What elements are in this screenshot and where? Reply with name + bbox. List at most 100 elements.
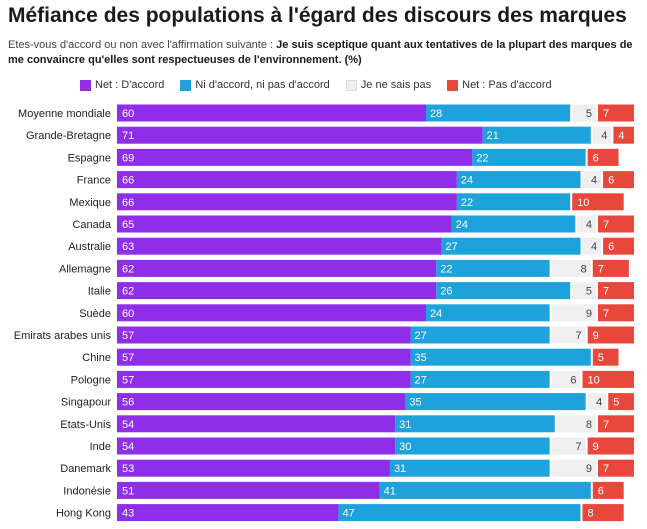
bar-dontknow-singapour <box>587 393 607 411</box>
bar-disagree-pologne <box>582 370 634 388</box>
bar-agree-espagne <box>117 148 473 166</box>
bar-agree-france <box>117 171 457 189</box>
value-label-agree-grande-bretagne: 71 <box>122 130 134 142</box>
category-label-chine: Chine <box>82 352 111 364</box>
value-label-agree-inde: 54 <box>122 441 134 453</box>
bar-disagree-chine <box>592 348 619 366</box>
legend-swatch-dontknow <box>345 79 357 91</box>
value-label-dontknow-canada: 4 <box>586 219 592 231</box>
category-label-pologne: Pologne <box>71 374 111 386</box>
value-label-neutral-grande-bretagne: 21 <box>487 130 499 142</box>
value-label-dontknow-singapour: 4 <box>596 397 602 409</box>
bar-agree-danemark <box>117 459 390 477</box>
value-label-disagree-canada: 7 <box>603 219 609 231</box>
category-label-moyenne-mondiale: Moyenne mondiale <box>18 108 111 120</box>
bar-dontknow-emirats-arabes-unis <box>551 326 586 344</box>
value-label-neutral-danemark: 31 <box>394 463 406 475</box>
bar-neutral-hong-kong <box>338 504 581 522</box>
bar-neutral-singapour <box>405 393 586 411</box>
bar-disagree-mexique <box>572 193 624 211</box>
value-label-dontknow-pologne: 6 <box>570 374 576 386</box>
bar-neutral-suede <box>426 304 550 322</box>
bar-dontknow-france <box>582 171 602 189</box>
value-label-disagree-italie: 7 <box>603 286 609 298</box>
bar-dontknow-pologne <box>551 370 581 388</box>
value-label-disagree-chine: 5 <box>598 352 604 364</box>
category-label-inde: Inde <box>90 441 111 453</box>
value-label-agree-danemark: 53 <box>122 463 134 475</box>
bar-disagree-espagne <box>587 148 619 166</box>
value-label-disagree-pologne: 10 <box>588 374 600 386</box>
bar-disagree-france <box>603 171 634 189</box>
subtitle-statement: Je suis sceptique quant aux tentatives d… <box>8 39 633 66</box>
value-label-agree-italie: 62 <box>122 286 134 298</box>
value-label-dontknow-france: 4 <box>591 175 597 187</box>
value-label-neutral-australie: 27 <box>445 241 457 253</box>
value-label-agree-suede: 60 <box>122 308 134 320</box>
legend-item-agree: Net : D'accord <box>80 79 164 91</box>
value-label-disagree-moyenne-mondiale: 7 <box>603 108 609 120</box>
bar-agree-hong-kong <box>117 504 339 522</box>
value-label-agree-france: 66 <box>122 175 134 187</box>
value-label-disagree-emirats-arabes-unis: 9 <box>593 330 599 342</box>
value-label-agree-singapour: 56 <box>122 397 134 409</box>
bar-dontknow-etats-unis <box>556 415 596 433</box>
category-label-espagne: Espagne <box>68 152 111 164</box>
value-label-agree-mexique: 66 <box>122 197 134 209</box>
bar-agree-etats-unis <box>117 415 396 433</box>
category-label-singapour: Singapour <box>61 397 111 409</box>
bar-agree-italie <box>117 282 437 300</box>
bar-disagree-italie <box>597 282 634 300</box>
bar-neutral-danemark <box>389 459 550 477</box>
bar-neutral-italie <box>436 282 571 300</box>
bar-dontknow-grande-bretagne <box>592 126 612 144</box>
value-label-disagree-indonesie: 6 <box>598 485 604 497</box>
bar-neutral-allemagne <box>436 259 550 277</box>
bar-agree-suede <box>117 304 426 322</box>
legend-item-dontknow: Je ne sais pas <box>345 79 431 91</box>
legend-label-disagree: Net : Pas d'accord <box>462 79 552 91</box>
value-label-dontknow-danemark: 9 <box>586 463 592 475</box>
value-label-neutral-emirats-arabes-unis: 27 <box>415 330 427 342</box>
bar-disagree-singapour <box>608 393 634 411</box>
value-label-dontknow-australie: 4 <box>591 241 597 253</box>
value-label-agree-indonesie: 51 <box>122 485 134 497</box>
value-label-agree-hong-kong: 43 <box>122 508 134 520</box>
category-label-france: France <box>77 175 111 187</box>
bar-agree-canada <box>117 215 452 233</box>
value-label-neutral-france: 24 <box>461 175 473 187</box>
value-label-neutral-suede: 24 <box>430 308 442 320</box>
bar-disagree-indonesie <box>592 481 624 499</box>
bar-dontknow-suede <box>551 304 596 322</box>
bar-dontknow-moyenne-mondiale <box>572 104 596 122</box>
category-label-etats-unis: Etats-Unis <box>60 419 111 431</box>
value-label-agree-espagne: 69 <box>122 152 134 164</box>
value-label-disagree-mexique: 10 <box>577 197 589 209</box>
bar-disagree-hong-kong <box>582 504 624 522</box>
value-label-disagree-etats-unis: 7 <box>603 419 609 431</box>
legend-label-neutral: Ni d'accord, ni pas d'accord <box>195 79 330 91</box>
category-label-allemagne: Allemagne <box>59 263 111 275</box>
bar-disagree-emirats-arabes-unis <box>587 326 634 344</box>
value-label-agree-moyenne-mondiale: 60 <box>122 108 134 120</box>
bar-disagree-australie <box>603 237 634 255</box>
value-label-disagree-hong-kong: 8 <box>588 508 594 520</box>
value-label-neutral-allemagne: 22 <box>440 263 452 275</box>
value-label-neutral-canada: 24 <box>456 219 468 231</box>
value-label-neutral-moyenne-mondiale: 28 <box>430 108 442 120</box>
chart-title: Méfiance des populations à l'égard des d… <box>8 4 627 27</box>
bar-agree-pologne <box>117 370 411 388</box>
value-label-dontknow-italie: 5 <box>586 286 592 298</box>
category-label-grande-bretagne: Grande-Bretagne <box>26 130 111 142</box>
category-label-emirats-arabes-unis: Emirats arabes unis <box>14 330 112 342</box>
value-label-neutral-italie: 26 <box>440 286 452 298</box>
legend-item-neutral: Ni d'accord, ni pas d'accord <box>180 79 330 91</box>
bar-agree-australie <box>117 237 442 255</box>
value-label-agree-canada: 65 <box>122 219 134 231</box>
value-label-dontknow-emirats-arabes-unis: 7 <box>576 330 582 342</box>
bar-neutral-france <box>456 171 581 189</box>
bar-dontknow-italie <box>572 282 596 300</box>
bar-neutral-moyenne-mondiale <box>426 104 571 122</box>
bar-neutral-espagne <box>472 148 586 166</box>
chart-subtitle: Etes-vous d'accord ou non avec l'affirma… <box>8 38 633 68</box>
